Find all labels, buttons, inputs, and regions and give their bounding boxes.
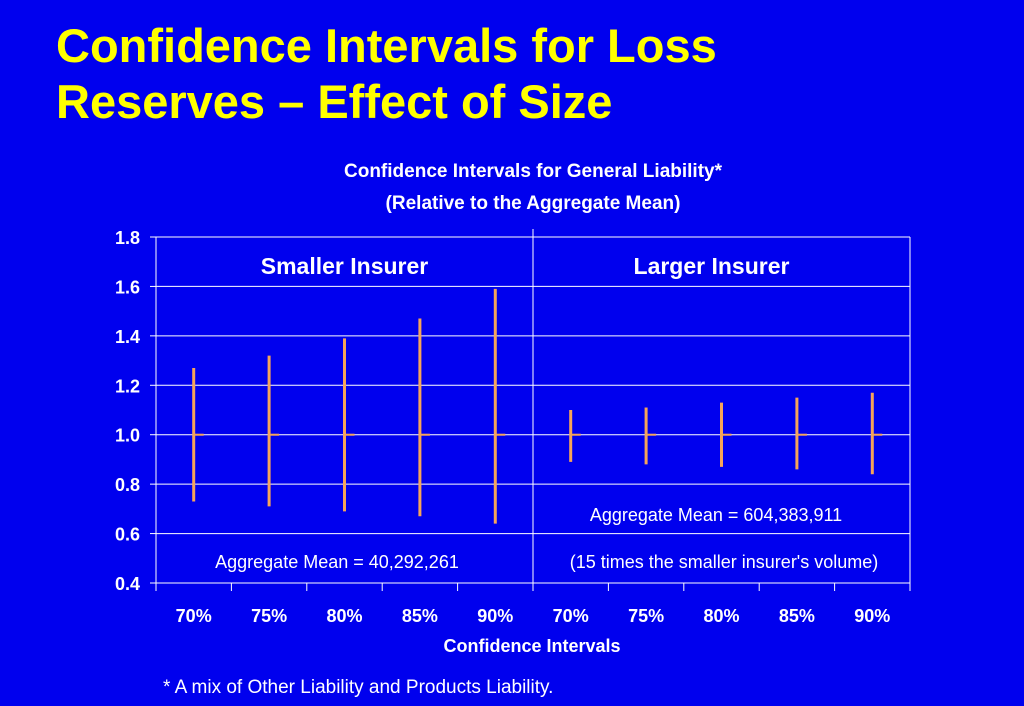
x-tick-label: 80% [703, 606, 739, 626]
slide-title-line2: Reserves – Effect of Size [56, 75, 613, 128]
panel-label-smaller: Smaller Insurer [261, 253, 429, 279]
x-tick-label: 70% [553, 606, 589, 626]
x-tick-label: 80% [326, 606, 362, 626]
slide-title-line1: Confidence Intervals for Loss [56, 19, 717, 72]
chart-title: Confidence Intervals for General Liabili… [344, 161, 723, 182]
x-tick-label: 90% [477, 606, 513, 626]
y-tick-label: 0.8 [115, 475, 140, 495]
y-tick-label: 1.0 [115, 426, 140, 446]
x-axis-label: Confidence Intervals [443, 636, 620, 656]
panel-label-larger: Larger Insurer [634, 253, 790, 279]
chart-subtitle: (Relative to the Aggregate Mean) [386, 193, 681, 214]
annotation-larger-mean: Aggregate Mean = 604,383,911 [590, 505, 842, 525]
y-tick-label: 1.2 [115, 376, 140, 396]
slide-title: Confidence Intervals for Loss Reserves –… [56, 18, 996, 140]
x-tick-label: 75% [628, 606, 664, 626]
y-tick-label: 1.8 [115, 228, 140, 248]
x-tick-label: 85% [402, 606, 438, 626]
y-tick-label: 1.4 [115, 327, 140, 347]
x-tick-label: 75% [251, 606, 287, 626]
x-tick-label: 85% [779, 606, 815, 626]
y-tick-label: 0.4 [115, 574, 140, 594]
annotation-larger-volume: (15 times the smaller insurer's volume) [570, 552, 879, 572]
x-tick-label: 90% [854, 606, 890, 626]
annotation-smaller-mean: Aggregate Mean = 40,292,261 [215, 552, 459, 572]
y-tick-label: 1.6 [115, 277, 140, 297]
x-tick-label: 70% [176, 606, 212, 626]
y-tick-label: 0.6 [115, 525, 140, 545]
footnote: * A mix of Other Liability and Products … [163, 677, 554, 698]
